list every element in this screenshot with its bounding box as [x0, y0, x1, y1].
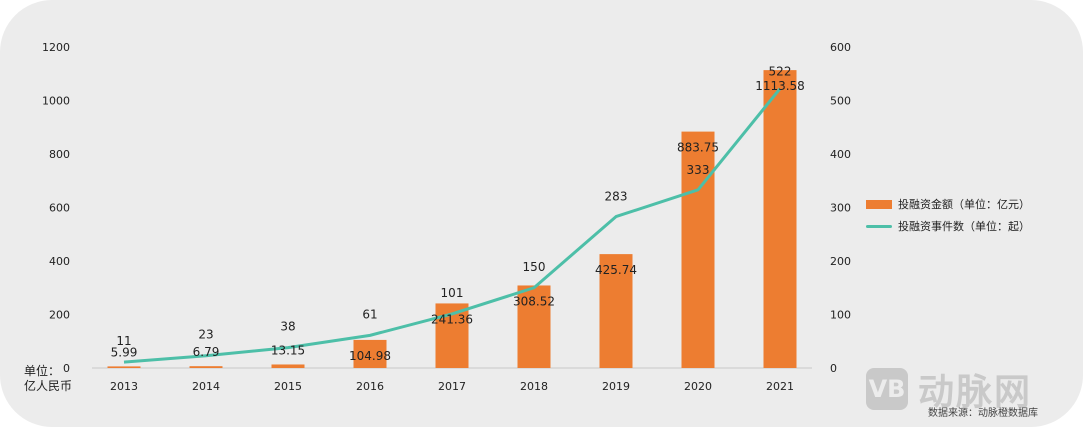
x-axis-tick-label: 2016	[356, 380, 384, 393]
bar-data-label: 883.75	[677, 141, 719, 155]
bar	[763, 70, 797, 369]
unit-label-line-2: 亿人民币	[24, 379, 73, 393]
bar	[353, 339, 387, 368]
line-data-label: 333	[687, 163, 710, 177]
right-axis-tick-label: 200	[830, 255, 851, 268]
line-data-label: 11	[116, 334, 131, 348]
bar	[681, 131, 715, 368]
line-data-label: 23	[198, 328, 213, 342]
line-data-label: 61	[362, 307, 377, 321]
bar-data-label: 13.15	[271, 343, 305, 357]
right-axis-tick-label: 100	[830, 309, 851, 322]
bar	[271, 364, 305, 368]
line-data-label: 522	[769, 65, 792, 79]
bar	[599, 254, 633, 368]
right-axis: 0 100 200 300 400 500 600	[830, 41, 851, 375]
line-data-label: 283	[605, 190, 628, 204]
unit-label-line-1: 单位：	[24, 364, 61, 378]
watermark: VB 动脉网	[866, 363, 1032, 415]
x-axis-tick-label: 2014	[192, 380, 220, 393]
bar-series	[107, 70, 797, 369]
x-axis: 2013 2014 2015 2016 2017 2018 2019 2020 2021	[110, 380, 794, 393]
right-axis-tick-label: 0	[830, 362, 837, 375]
left-axis: 0 200 400 600 800 1000 1200	[42, 41, 70, 375]
x-axis-tick-label: 2013	[110, 380, 138, 393]
line-data-label: 38	[280, 320, 295, 334]
x-axis-tick-label: 2020	[684, 380, 712, 393]
legend: 投融资金额（单位：亿元） 投融资事件数（单位：起）	[866, 196, 1030, 240]
left-axis-tick-label: 200	[49, 309, 70, 322]
left-axis-tick-label: 1000	[42, 95, 70, 108]
bar-data-label: 425.74	[595, 263, 637, 277]
left-axis-tick-label: 0	[63, 362, 70, 375]
x-axis-tick-label: 2017	[438, 380, 466, 393]
x-axis-tick-label: 2019	[602, 380, 630, 393]
data-source: 数据来源：动脉橙数据库	[928, 408, 1038, 419]
legend-item-line: 投融资事件数（单位：起）	[866, 218, 1030, 234]
left-axis-tick-label: 800	[49, 148, 70, 161]
bar	[107, 366, 141, 368]
right-axis-tick-label: 300	[830, 202, 851, 215]
left-axis-tick-label: 1200	[42, 41, 70, 54]
vb-logo-icon: VB	[866, 368, 908, 410]
legend-item-bar: 投融资金额（单位：亿元）	[866, 196, 1030, 212]
line-data-label: 101	[441, 286, 464, 300]
left-axis-tick-label: 400	[49, 255, 70, 268]
left-axis-unit: 单位： 亿人民币	[24, 364, 72, 394]
bar	[189, 366, 223, 368]
right-axis-tick-label: 600	[830, 41, 851, 54]
data-labels: 5.99 6.79 13.15 104.98 241.36 308.52 425.74 883…	[111, 65, 805, 363]
x-axis-tick-label: 2018	[520, 380, 548, 393]
bar-data-label: 1113.58	[755, 79, 805, 93]
left-axis-tick-label: 600	[49, 202, 70, 215]
bar-data-label: 5.99	[111, 345, 138, 359]
bar-data-label: 6.79	[193, 345, 220, 359]
legend-bar-swatch	[866, 199, 892, 209]
legend-line-label: 投融资事件数（单位：起）	[898, 220, 1030, 233]
bar-data-label: 104.98	[349, 349, 391, 363]
x-axis-tick-label: 2021	[766, 380, 794, 393]
bar-data-label: 241.36	[431, 312, 473, 326]
bar-data-label: 308.52	[513, 294, 555, 308]
right-axis-tick-label: 400	[830, 148, 851, 161]
right-axis-tick-label: 500	[830, 95, 851, 108]
brand-logo-text: 动脉网	[918, 372, 1033, 413]
legend-line-swatch	[866, 224, 892, 228]
line-data-label: 150	[523, 260, 546, 274]
bar	[517, 285, 551, 368]
line-series	[123, 87, 782, 364]
x-axis-tick-label: 2015	[274, 380, 302, 393]
legend-bar-label: 投融资金额（单位：亿元）	[898, 198, 1030, 211]
